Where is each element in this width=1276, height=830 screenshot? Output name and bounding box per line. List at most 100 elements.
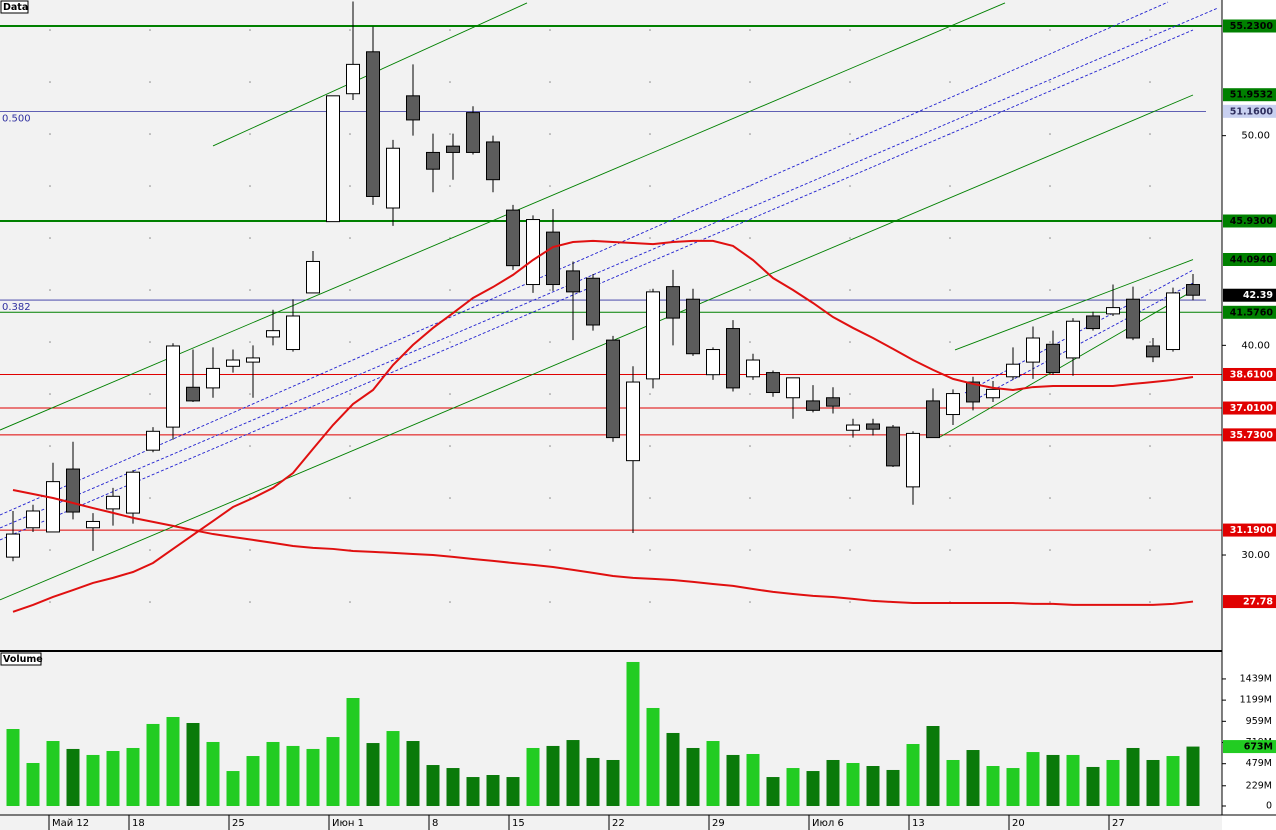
volume-bar [486, 775, 500, 806]
grid-dot [1149, 549, 1151, 551]
grid-dot [1049, 601, 1051, 603]
candle-body [46, 481, 60, 533]
grid-dot [1149, 393, 1151, 395]
y-tick-label: 1439M [1240, 673, 1272, 684]
y-tick-label: 1199M [1240, 695, 1272, 706]
price-label-box [1223, 740, 1276, 754]
volume-bar [266, 741, 280, 806]
price-label-box [1223, 523, 1276, 537]
grid-dot [749, 29, 751, 31]
grid-dot [649, 185, 651, 187]
grid-dot [349, 341, 351, 343]
candle-body [166, 345, 180, 428]
volume-bar [26, 762, 40, 806]
volume-bar [706, 741, 720, 806]
axis-area [1222, 0, 1276, 830]
grid-dot [949, 497, 951, 499]
x-tick-label: Май 12 [52, 818, 89, 829]
candle-body [346, 63, 360, 95]
grid-dot [49, 289, 51, 291]
candle-body [1186, 284, 1200, 296]
x-tick-label: Июн 1 [332, 818, 364, 829]
grid-dot [1149, 81, 1151, 83]
trend-line [0, 7, 1219, 529]
candle-body [286, 315, 300, 351]
volume-bar [166, 716, 180, 806]
candle-body [926, 400, 940, 439]
candle-body [226, 359, 240, 367]
grid-dot [49, 445, 51, 447]
volume-bar [926, 725, 940, 806]
volume-bar [966, 750, 980, 806]
volume-bar [586, 757, 600, 806]
grid-dot [949, 289, 951, 291]
price-label: 45.9300 [1230, 216, 1274, 227]
x-tick-label: 22 [612, 818, 625, 829]
grid-dot [649, 601, 651, 603]
grid-dot [249, 133, 251, 135]
grid-dot [549, 393, 551, 395]
grid-dot [749, 549, 751, 551]
grid-dot [49, 601, 51, 603]
candle-body [1066, 320, 1080, 359]
candle-body [666, 286, 680, 319]
moving-average [12, 239, 1194, 613]
price-label: 42.39 [1243, 290, 1273, 301]
grid-dot [949, 185, 951, 187]
grid-dot [1049, 81, 1051, 83]
price-label-box [1223, 367, 1276, 381]
grid-dot [649, 237, 651, 239]
volume-bar [46, 741, 60, 806]
volume-bar [1086, 766, 1100, 806]
grid-dot [149, 237, 151, 239]
grid-dot [949, 549, 951, 551]
volume-bar [226, 771, 240, 806]
grid-dot [1149, 445, 1151, 447]
grid-dot [249, 81, 251, 83]
candle-body [66, 468, 80, 513]
grid-dot [49, 393, 51, 395]
volume-bar [306, 748, 320, 806]
grid-dot [1049, 393, 1051, 395]
volume-bar [526, 747, 540, 806]
grid-dot [49, 29, 51, 31]
volume-bar [646, 707, 660, 806]
grid-dot [849, 133, 851, 135]
grid-dot [1049, 237, 1051, 239]
grid-dot [249, 341, 251, 343]
volume-bar [286, 745, 300, 806]
grid-dot [149, 185, 151, 187]
volume-bar [1126, 747, 1140, 806]
volume-bar [186, 722, 200, 806]
grid-dot [49, 237, 51, 239]
grid-dot [349, 133, 351, 135]
volume-bar [466, 777, 480, 806]
grid-dot [749, 341, 751, 343]
x-tick-label: 27 [1112, 818, 1125, 829]
grid-dot [349, 289, 351, 291]
candle-body [946, 393, 960, 416]
volume-bar [806, 771, 820, 806]
grid-dot [749, 237, 751, 239]
volume-bar [506, 777, 520, 806]
volume-bar [386, 731, 400, 806]
price-label-box [1223, 595, 1276, 609]
price-label-box [1223, 288, 1276, 302]
volume-bar [426, 765, 440, 806]
x-tick-label: Июл 6 [812, 818, 844, 829]
volume-bar [1146, 759, 1160, 806]
pane-title-box [0, 0, 29, 14]
candle-body [886, 426, 900, 467]
grid-dot [849, 289, 851, 291]
grid-dot [349, 29, 351, 31]
x-tick-label: 25 [232, 818, 245, 829]
candle-body [1146, 345, 1160, 358]
volume-bar [726, 754, 740, 806]
candle-body [186, 386, 200, 402]
candle-body [726, 328, 740, 389]
grid-dot [449, 445, 451, 447]
grid-dot [549, 549, 551, 551]
price-label-box [1223, 252, 1276, 266]
grid-dot [49, 133, 51, 135]
volume-bar [746, 753, 760, 806]
